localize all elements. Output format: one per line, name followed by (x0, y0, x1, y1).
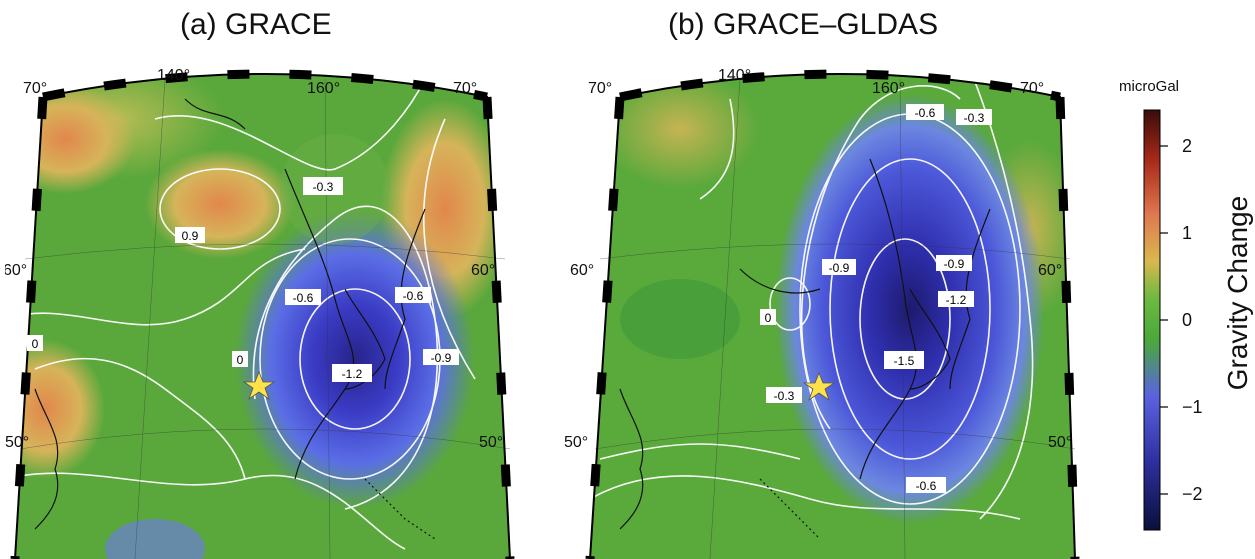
contour-label: -0.6 (395, 287, 431, 303)
lat-label: 60° (5, 262, 27, 279)
lon-label-160: 160° (872, 80, 905, 97)
lat-label: 60° (1038, 262, 1062, 279)
contour-label: -1.5 (884, 351, 924, 369)
svg-text:-1.2: -1.2 (342, 367, 363, 381)
svg-text:-1.5: -1.5 (894, 354, 915, 368)
colorbar-tick: 1 (1182, 223, 1193, 243)
contour-label: -0.6 (906, 477, 946, 493)
contour-label: 0 (27, 335, 43, 351)
svg-text:-0.9: -0.9 (944, 257, 965, 271)
svg-text:-0.3: -0.3 (774, 389, 795, 403)
svg-text:-0.9: -0.9 (829, 261, 850, 275)
lat-label: 50° (479, 434, 503, 451)
colorbar-unit: microGal (1119, 78, 1180, 95)
svg-text:-0.3: -0.3 (964, 111, 985, 125)
contour-label: 0 (232, 351, 248, 367)
lat-label: 70° (23, 80, 47, 97)
svg-text:0.9: 0.9 (182, 229, 199, 243)
contour-label: -0.6 (906, 104, 944, 120)
contour-label: -0.6 (285, 289, 321, 305)
contour-label: -1.2 (332, 364, 372, 382)
svg-text:-0.6: -0.6 (916, 479, 937, 493)
contour-label: -0.3 (956, 109, 992, 125)
colorbar-tick: 2 (1182, 136, 1193, 156)
panel-a-map: -0.3 0.9 -0.6 -0.6 0 0 -1.2 -0.9 140° 16… (5, 67, 515, 559)
contour-label: -0.9 (423, 349, 459, 365)
lat-label: 70° (588, 80, 612, 97)
lat-label: 60° (471, 262, 495, 279)
lat-label: 50° (5, 434, 29, 451)
svg-text:-0.6: -0.6 (915, 106, 936, 120)
svg-text:0: 0 (765, 311, 772, 325)
colorbar-tick: −1 (1182, 397, 1203, 417)
lon-label-140: 140° (718, 67, 751, 84)
svg-text:0: 0 (32, 337, 39, 351)
colorbar-tick: −2 (1182, 484, 1203, 504)
panel-a-title: (a) GRACE (180, 8, 332, 41)
lon-label-160: 160° (307, 80, 340, 97)
contour-label: -0.3 (766, 387, 802, 403)
contour-label: -0.9 (822, 259, 856, 275)
svg-text:-1.2: -1.2 (946, 293, 967, 307)
contour-label: -1.2 (938, 291, 974, 307)
svg-text:-0.6: -0.6 (293, 291, 314, 305)
svg-text:-0.9: -0.9 (431, 351, 452, 365)
colorbar (1143, 109, 1168, 531)
contour-label: -0.3 (303, 177, 343, 195)
panel-b-map: -0.6 -0.3 -0.9 -0.9 -1.2 0 -1.5 -0.3 -0.… (564, 67, 1080, 559)
lat-label: 50° (564, 434, 588, 451)
lat-label: 60° (570, 262, 594, 279)
svg-text:0: 0 (237, 353, 244, 367)
epicenter-star-icon (242, 370, 276, 401)
lat-label: 70° (453, 80, 477, 97)
colorbar-label: Gravity Change (1222, 195, 1253, 391)
svg-text:-0.3: -0.3 (313, 180, 334, 194)
lon-label-140: 140° (157, 67, 190, 84)
panel-b-title: (b) GRACE–GLDAS (668, 8, 939, 41)
colorbar-tick: 0 (1182, 310, 1193, 330)
contour-label: 0.9 (175, 227, 205, 243)
lat-label: 50° (1048, 434, 1072, 451)
contour-label: 0 (760, 309, 776, 325)
contour-label: -0.9 (936, 255, 972, 271)
lat-label: 70° (1020, 80, 1044, 97)
svg-text:-0.6: -0.6 (403, 289, 424, 303)
epicenter-star-icon (802, 371, 836, 402)
